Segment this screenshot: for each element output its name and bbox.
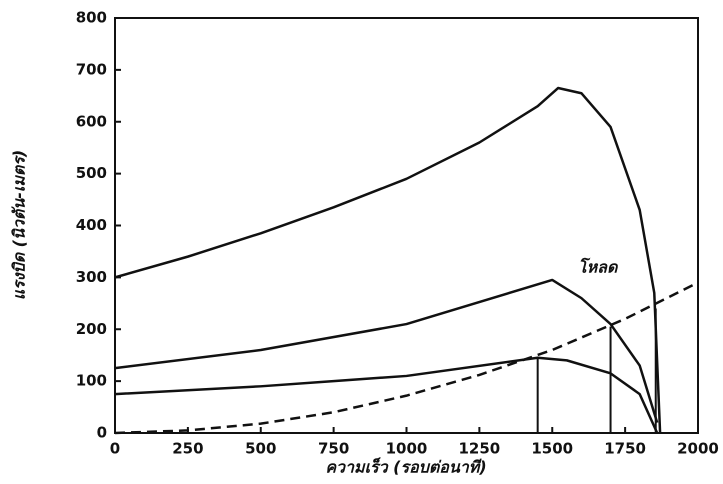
- y-tick-label: 800: [76, 9, 107, 27]
- x-tick-label: 250: [172, 440, 203, 458]
- y-tick-label: 500: [76, 164, 107, 182]
- line-series: [114, 356, 659, 434]
- y-tick-label: 100: [76, 372, 107, 390]
- y-tick-label: 0: [97, 424, 107, 442]
- x-tick-label: 1000: [386, 440, 428, 458]
- x-tick-label: 0: [110, 440, 120, 458]
- x-tick-label: 1250: [459, 440, 501, 458]
- y-tick-label: 200: [76, 320, 107, 338]
- line-series: [114, 278, 659, 423]
- x-axis-label: ความเร็ว (รอบต่อนาที): [325, 457, 486, 477]
- x-tick-label: 1750: [604, 440, 646, 458]
- y-tick-label: 700: [76, 60, 107, 78]
- y-tick-label: 300: [76, 268, 107, 286]
- y-axis-label: แรงบิด (นิวตัน-เมตร): [10, 150, 29, 300]
- line-series: [114, 86, 662, 434]
- y-tick-label: 400: [76, 216, 107, 234]
- x-tick-label: 1500: [531, 440, 573, 458]
- line-series: [114, 281, 699, 435]
- x-tick-label: 500: [245, 440, 276, 458]
- x-tick-label: 2000: [677, 440, 719, 458]
- y-tick-label: 600: [76, 112, 107, 130]
- annotation: โหลด: [578, 258, 619, 277]
- x-tick-label: 750: [318, 440, 349, 458]
